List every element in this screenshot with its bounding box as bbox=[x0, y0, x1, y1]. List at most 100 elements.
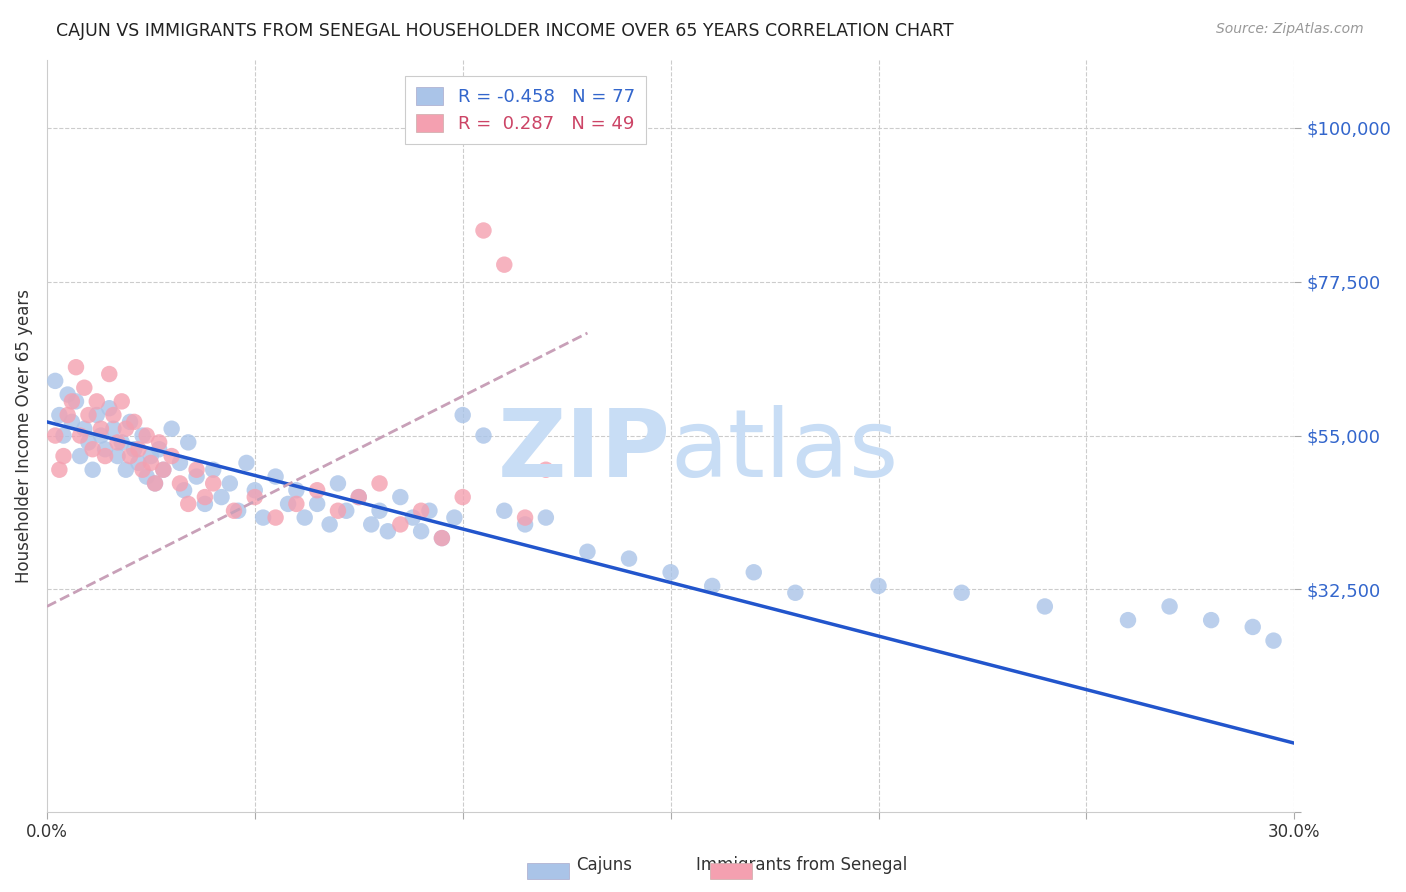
Point bbox=[659, 566, 682, 580]
Point bbox=[368, 476, 391, 491]
Text: Cajuns: Cajuns bbox=[576, 856, 633, 874]
Text: ZIP: ZIP bbox=[498, 405, 671, 497]
Point bbox=[139, 456, 162, 470]
Point bbox=[56, 387, 79, 401]
Point bbox=[107, 449, 129, 463]
Point bbox=[94, 442, 117, 457]
Point bbox=[143, 476, 166, 491]
Point bbox=[131, 463, 153, 477]
Point bbox=[472, 223, 495, 237]
Point bbox=[202, 463, 225, 477]
Point bbox=[1159, 599, 1181, 614]
Point bbox=[451, 490, 474, 504]
Point bbox=[194, 490, 217, 504]
Point bbox=[73, 422, 96, 436]
Point bbox=[139, 449, 162, 463]
Point bbox=[118, 415, 141, 429]
Point bbox=[402, 510, 425, 524]
Point bbox=[277, 497, 299, 511]
Point bbox=[335, 504, 357, 518]
Point bbox=[513, 510, 536, 524]
Point bbox=[702, 579, 724, 593]
Point bbox=[98, 401, 121, 416]
Point bbox=[1116, 613, 1139, 627]
Point bbox=[243, 490, 266, 504]
Point bbox=[264, 469, 287, 483]
Point bbox=[211, 490, 233, 504]
Point bbox=[160, 422, 183, 436]
Point bbox=[65, 360, 87, 375]
Point bbox=[111, 394, 134, 409]
Point bbox=[122, 415, 145, 429]
Point bbox=[389, 490, 412, 504]
Point bbox=[173, 483, 195, 498]
Point bbox=[69, 428, 91, 442]
Point bbox=[82, 442, 104, 457]
Point bbox=[94, 449, 117, 463]
Point bbox=[742, 566, 765, 580]
Point bbox=[86, 408, 108, 422]
Point bbox=[44, 374, 66, 388]
Point bbox=[148, 435, 170, 450]
Point bbox=[48, 408, 70, 422]
Point bbox=[360, 517, 382, 532]
Point bbox=[950, 586, 973, 600]
Point bbox=[86, 394, 108, 409]
Point bbox=[1199, 613, 1222, 627]
Point bbox=[368, 504, 391, 518]
Point bbox=[52, 428, 75, 442]
Point bbox=[56, 408, 79, 422]
Point bbox=[177, 435, 200, 450]
Point bbox=[430, 531, 453, 545]
Point bbox=[135, 428, 157, 442]
Point bbox=[222, 504, 245, 518]
Point bbox=[103, 422, 125, 436]
Point bbox=[152, 463, 174, 477]
Point bbox=[347, 490, 370, 504]
Point bbox=[186, 469, 208, 483]
Text: Immigrants from Senegal: Immigrants from Senegal bbox=[696, 856, 907, 874]
Point bbox=[513, 517, 536, 532]
Point bbox=[430, 531, 453, 545]
Point bbox=[127, 456, 149, 470]
Point bbox=[65, 394, 87, 409]
Point bbox=[294, 510, 316, 524]
Point bbox=[576, 545, 599, 559]
Point bbox=[389, 517, 412, 532]
Point bbox=[1241, 620, 1264, 634]
Point bbox=[326, 476, 349, 491]
Point bbox=[252, 510, 274, 524]
Point bbox=[318, 517, 340, 532]
Point bbox=[143, 476, 166, 491]
Text: atlas: atlas bbox=[671, 405, 898, 497]
Point bbox=[103, 408, 125, 422]
Point bbox=[194, 497, 217, 511]
Point bbox=[534, 463, 557, 477]
Legend: R = -0.458   N = 77, R =  0.287   N = 49: R = -0.458 N = 77, R = 0.287 N = 49 bbox=[405, 76, 645, 144]
Point bbox=[115, 422, 138, 436]
Point bbox=[347, 490, 370, 504]
Point bbox=[868, 579, 890, 593]
Point bbox=[285, 497, 308, 511]
Text: Source: ZipAtlas.com: Source: ZipAtlas.com bbox=[1216, 22, 1364, 37]
Point bbox=[131, 428, 153, 442]
Point bbox=[115, 463, 138, 477]
Point bbox=[785, 586, 807, 600]
Point bbox=[52, 449, 75, 463]
Point bbox=[60, 415, 83, 429]
Point bbox=[285, 483, 308, 498]
Point bbox=[77, 435, 100, 450]
Point bbox=[82, 463, 104, 477]
Point bbox=[44, 428, 66, 442]
Point bbox=[122, 442, 145, 457]
Point bbox=[1033, 599, 1056, 614]
Point bbox=[148, 442, 170, 457]
Point bbox=[169, 456, 191, 470]
Point bbox=[48, 463, 70, 477]
Point bbox=[226, 504, 249, 518]
Point bbox=[1263, 633, 1285, 648]
Point bbox=[77, 408, 100, 422]
Point bbox=[135, 469, 157, 483]
Point bbox=[494, 258, 516, 272]
Point bbox=[90, 428, 112, 442]
